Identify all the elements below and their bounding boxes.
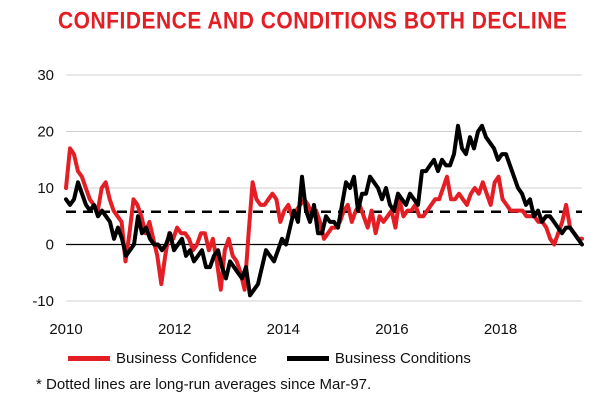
x-tick-label: 2010	[49, 321, 82, 338]
y-tick-label: 20	[37, 124, 54, 141]
data-series	[64, 123, 584, 298]
legend-swatch-business-conditions	[286, 355, 329, 361]
legend-label-business-conditions: Business Conditions	[334, 349, 471, 367]
y-axis-tick-labels: 30 20 10 0 -10	[32, 67, 54, 310]
x-tick-label: 2018	[484, 321, 517, 338]
x-tick-label: 2012	[158, 321, 191, 338]
x-axis-tick-labels: 2010 2012 2014 2016 2018	[49, 321, 517, 338]
legend-item-business-confidence: Business Confidence	[68, 350, 257, 367]
footnote: * Dotted lines are long-run averages sin…	[36, 376, 372, 393]
y-tick-label: 10	[37, 180, 54, 197]
legend-item-business-conditions: Business Conditions	[286, 349, 471, 367]
x-tick-label: 2014	[267, 321, 300, 338]
legend: Business Confidence Business Conditions	[68, 346, 501, 370]
x-tick-label: 2016	[375, 321, 408, 338]
legend-label-business-confidence: Business Confidence	[116, 349, 257, 367]
gridlines	[66, 74, 582, 302]
series-line-business-conditions	[64, 123, 584, 298]
chart-title: CONFIDENCE AND CONDITIONS BOTH DECLINE	[58, 8, 568, 35]
legend-swatch-business-confidence	[68, 355, 110, 361]
y-tick-label: -10	[32, 293, 54, 310]
series-line-business-confidence	[64, 146, 584, 292]
y-tick-label: 0	[46, 237, 54, 254]
y-tick-label: 30	[37, 67, 54, 84]
